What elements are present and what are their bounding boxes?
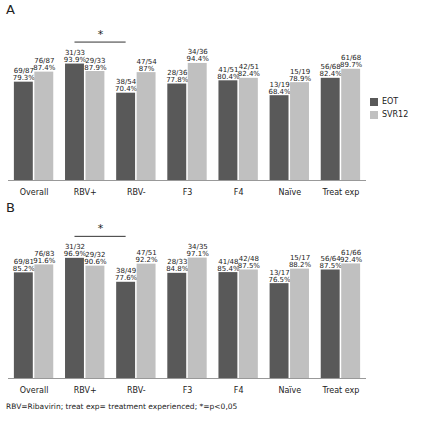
svg-text:29/3387.9%: 29/3387.9%: [84, 57, 107, 72]
svg-text:69/8779.3%: 69/8779.3%: [13, 67, 36, 82]
svg-text:RBV+: RBV+: [74, 386, 97, 395]
svg-text:56/6882.4%: 56/6882.4%: [320, 63, 343, 78]
svg-text:38/5470.4%: 38/5470.4%: [115, 78, 138, 93]
svg-text:Naïve: Naïve: [278, 188, 301, 197]
html-text:EOT: EOT: [382, 97, 399, 106]
svg-text:Naïve: Naïve: [278, 386, 301, 395]
svg-text:RBV+: RBV+: [74, 188, 97, 197]
svg-text:Treat exp: Treat exp: [321, 386, 359, 395]
svg-text:F3: F3: [183, 386, 193, 395]
svg-text:34/3694.4%: 34/3694.4%: [187, 48, 210, 63]
svg-text:Treat exp: Treat exp: [321, 188, 359, 197]
svg-text:13/1968.4%: 13/1968.4%: [268, 81, 291, 96]
svg-text:61/6889.7%: 61/6889.7%: [340, 54, 363, 69]
svg-text:41/4885.4%: 41/4885.4%: [217, 258, 240, 273]
html-text:RBV=Ribavirin; treat exp= trea: RBV=Ribavirin; treat exp= treatment expe…: [6, 402, 238, 411]
svg-text:15/1978.9%: 15/1978.9%: [289, 68, 312, 83]
svg-text:*: *: [98, 222, 104, 235]
svg-text:*: *: [98, 28, 104, 41]
svg-text:Overall: Overall: [20, 188, 49, 197]
svg-text:42/4887.5%: 42/4887.5%: [238, 255, 261, 270]
svg-text:F4: F4: [234, 386, 244, 395]
svg-text:28/3384.8%: 28/3384.8%: [166, 258, 189, 273]
svg-text:56/6487.5%: 56/6487.5%: [320, 255, 343, 270]
html-text:B: B: [6, 200, 15, 215]
svg-text:69/8185.2%: 69/8185.2%: [13, 258, 36, 273]
svg-text:13/1776.5%: 13/1776.5%: [268, 269, 291, 284]
svg-text:42/5182.4%: 42/5182.4%: [238, 63, 261, 78]
svg-text:RBV-: RBV-: [127, 188, 146, 197]
html-text:SVR12: SVR12: [382, 110, 409, 119]
svg-text:76/8391.6%: 76/8391.6%: [33, 250, 56, 265]
svg-text:F3: F3: [183, 188, 193, 197]
svg-text:31/3296.9%: 31/3296.9%: [64, 243, 87, 258]
svg-text:15/1788.2%: 15/1788.2%: [289, 254, 312, 269]
svg-text:28/3677.8%: 28/3677.8%: [166, 69, 189, 84]
svg-text:29/3290.6%: 29/3290.6%: [84, 251, 107, 266]
svg-text:F4: F4: [234, 188, 244, 197]
svg-text:47/5487%: 47/5487%: [136, 58, 157, 73]
svg-text:76/8787.4%: 76/8787.4%: [33, 57, 56, 72]
svg-text:RBV-: RBV-: [127, 386, 146, 395]
svg-text:38/4977.6%: 38/4977.6%: [115, 267, 138, 282]
svg-text:34/3597.1%: 34/3597.1%: [187, 243, 210, 258]
html-text:A: A: [6, 2, 15, 17]
svg-text:47/5192.2%: 47/5192.2%: [135, 249, 158, 264]
svg-text:61/6692.4%: 61/6692.4%: [340, 249, 363, 264]
svg-text:Overall: Overall: [20, 386, 49, 395]
svg-text:31/3393.9%: 31/3393.9%: [64, 49, 87, 64]
svg-text:41/5180.4%: 41/5180.4%: [217, 66, 240, 81]
